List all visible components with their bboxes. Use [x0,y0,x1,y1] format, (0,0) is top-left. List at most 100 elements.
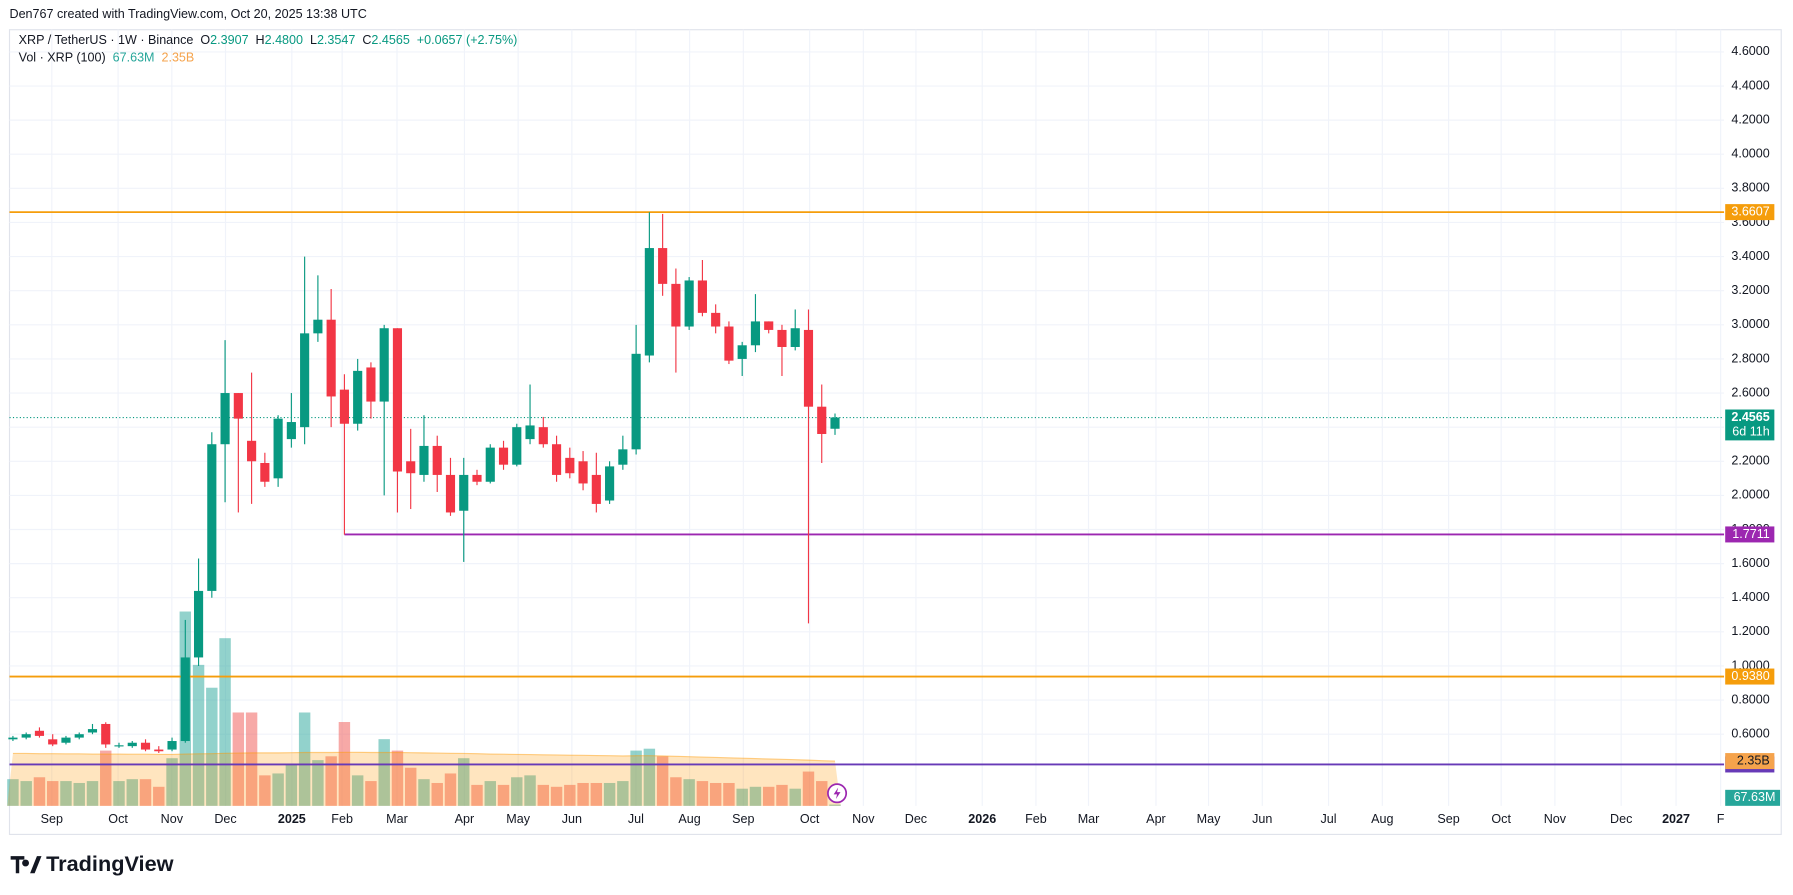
x-tick-label: Mar [386,812,408,826]
candle-body [406,461,416,474]
candle-body [379,328,389,402]
candle-body [366,367,376,402]
candle-body [220,393,230,445]
volume-bar [46,781,59,806]
candle-body [21,734,31,738]
volume-bar [776,784,788,806]
x-tick-label: May [1197,812,1221,826]
x-tick-label: Oct [800,812,820,826]
change: +0.0657 (+2.75%) [417,33,518,47]
candle-body [512,427,522,465]
candle-body [684,280,694,327]
attribution: Den767 created with TradingView.com, Oct… [10,7,367,21]
volume-bar [33,777,46,806]
x-tick-label: Jul [1321,812,1337,826]
volume-bar [670,777,682,806]
candle-body [167,741,177,750]
y-tick-label: 0.6000 [1731,727,1769,741]
logo-icon [10,856,42,874]
y-tick-label: 1.6000 [1731,556,1769,570]
x-tick-label: 2027 [1662,812,1690,826]
x-tick-label: Nov [1544,812,1567,826]
candle-body [644,248,654,356]
volume-bar [444,773,457,806]
symbol: XRP / TetherUS · 1W · Binance [19,33,194,47]
volume-bar [789,788,801,806]
volume-bar [723,782,735,806]
x-tick-label: Dec [905,812,927,826]
volume-bar [458,758,470,806]
high: 2.4800 [265,33,303,47]
candle-body [127,742,137,747]
volume-pane [7,611,841,806]
candle-body [193,590,204,658]
last-price-label: 2.4565 [1731,410,1769,424]
volume-bar [643,748,656,806]
y-tick-label: 1.2000 [1731,624,1769,638]
volume-ma-line [12,751,836,762]
volume-bar [749,786,762,806]
volume-bar [630,750,642,806]
candle-body [803,329,814,407]
volume-bar [577,782,589,806]
axes: Sep Oct Nov Dec 2025 Feb Mar Apr May Jun Jul Aug Sep… [41,44,1781,826]
volume-bar [484,781,496,806]
level-label-box [1725,668,1775,685]
candle-body [339,389,349,424]
volume-bar [683,779,695,806]
volume-bar [298,712,311,806]
volume-bar [590,782,603,806]
volume-bar [802,771,815,806]
volume-value: 67.63M [113,51,155,65]
candle-body [154,749,164,752]
x-tick-label: Dec [1610,812,1632,826]
level-label: 3.6607 [1731,204,1769,218]
candle-body [605,466,615,501]
x-tick-label: Sep [1437,812,1459,826]
x-tick-label: Feb [1025,812,1047,826]
volume-bar [418,779,430,806]
candle-body [697,280,707,313]
volume-bar [285,763,298,806]
x-tick-label: Apr [1146,812,1166,826]
candles [8,212,840,753]
candle-body [472,474,482,482]
volume-bar [696,781,709,806]
candle-body [260,462,270,482]
candle-body [419,445,429,475]
volume-legend: Vol · XRP (100) 67.63M 2.35B [19,51,195,65]
candle-body [140,742,151,750]
volume-bar [617,781,629,806]
x-tick-label: 2025 [278,812,306,826]
volume-ma-axis-label: 2.35B [1737,753,1770,767]
y-tick-label: 2.2000 [1731,454,1769,468]
logo-text: TradingView [46,851,174,876]
volume-bar [206,687,218,806]
volume-bar [272,773,284,806]
logo: TradingView [10,851,174,876]
x-tick-label: Dec [214,812,236,826]
x-tick-label: Feb [331,812,353,826]
volume-bar [656,756,669,806]
volume-bar [60,781,72,806]
candle-body [233,393,243,419]
last-price-box [1725,409,1775,441]
volume-bar [391,750,404,806]
candle-body [737,345,747,359]
x-tick-label: Jun [562,812,582,826]
volume-bar [497,784,510,806]
level-label-box [1725,526,1775,543]
volume-last-label: 67.63M [1734,790,1776,804]
x-tick-label: Apr [455,812,475,826]
volume-bar [431,782,443,806]
volume-bar [192,664,205,806]
volume-bar [166,758,178,806]
h-label: H [256,33,265,47]
candle-body [671,283,681,327]
x-tick-label: Jul [628,812,644,826]
volume-ma-value: 2.35B [161,51,194,65]
volume-bar [736,788,748,806]
volume-bar [113,781,125,806]
candle-body [180,657,190,742]
